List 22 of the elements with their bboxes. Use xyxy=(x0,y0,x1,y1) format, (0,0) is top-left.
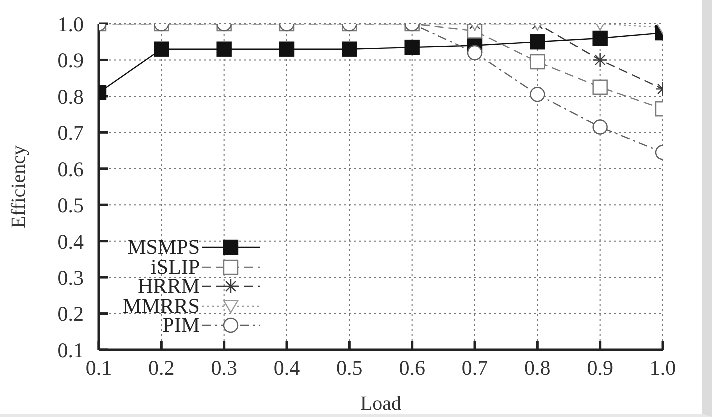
x-tick-label: 0.4 xyxy=(274,356,301,380)
y-tick-label: 0.6 xyxy=(58,157,84,182)
y-tick-label: 1.0 xyxy=(58,12,84,36)
x-tick-label: 0.6 xyxy=(399,356,426,380)
y-tick-label: 0.8 xyxy=(58,84,84,109)
y-tick-label: 0.9 xyxy=(58,48,84,73)
x-tick-label: 0.3 xyxy=(211,356,238,380)
x-tick-label: 0.7 xyxy=(462,356,488,380)
x-tick-label: 0.8 xyxy=(524,356,551,380)
y-tick-label: 0.5 xyxy=(58,194,84,218)
y-tick-label: 0.1 xyxy=(58,338,84,362)
x-tick-label: 0.5 xyxy=(336,356,363,380)
x-tick-label: 0.1 xyxy=(86,356,112,380)
y-tick-label: 0.3 xyxy=(58,266,84,290)
x-tick-label: 0.9 xyxy=(587,356,614,380)
x-tick-label: 1.0 xyxy=(650,356,676,380)
y-tick-label: 0.7 xyxy=(58,121,84,146)
y-axis-title: Efficiency xyxy=(8,146,30,228)
x-axis-title: Load xyxy=(360,393,402,415)
y-tick-label: 0.2 xyxy=(58,302,84,326)
x-tick-label: 0.2 xyxy=(148,356,175,380)
y-tick-label: 0.4 xyxy=(58,230,84,254)
